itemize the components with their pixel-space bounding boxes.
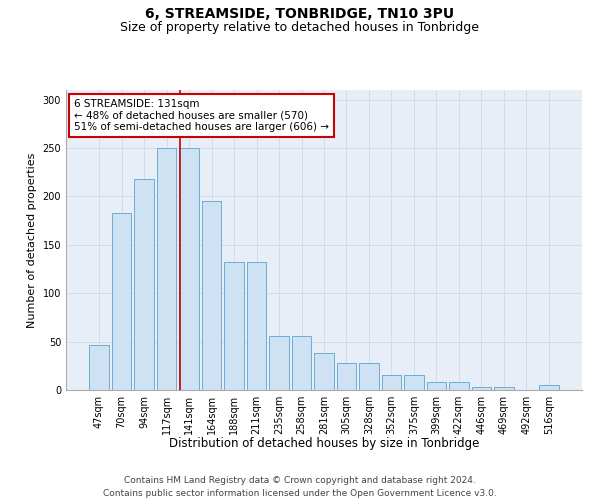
Bar bbox=[134, 179, 154, 390]
Bar bbox=[112, 213, 131, 390]
Bar bbox=[472, 387, 491, 390]
Text: Size of property relative to detached houses in Tonbridge: Size of property relative to detached ho… bbox=[121, 21, 479, 34]
Bar bbox=[314, 353, 334, 390]
Bar bbox=[337, 363, 356, 390]
Bar bbox=[247, 262, 266, 390]
Bar bbox=[449, 382, 469, 390]
Text: Distribution of detached houses by size in Tonbridge: Distribution of detached houses by size … bbox=[169, 438, 479, 450]
Bar bbox=[269, 336, 289, 390]
Bar bbox=[427, 382, 446, 390]
Bar bbox=[292, 336, 311, 390]
Bar bbox=[89, 344, 109, 390]
Bar bbox=[539, 385, 559, 390]
Bar bbox=[179, 148, 199, 390]
Bar bbox=[202, 202, 221, 390]
Y-axis label: Number of detached properties: Number of detached properties bbox=[27, 152, 37, 328]
Text: 6, STREAMSIDE, TONBRIDGE, TN10 3PU: 6, STREAMSIDE, TONBRIDGE, TN10 3PU bbox=[145, 8, 455, 22]
Bar bbox=[494, 387, 514, 390]
Bar bbox=[224, 262, 244, 390]
Bar bbox=[157, 148, 176, 390]
Text: 6 STREAMSIDE: 131sqm
← 48% of detached houses are smaller (570)
51% of semi-deta: 6 STREAMSIDE: 131sqm ← 48% of detached h… bbox=[74, 99, 329, 132]
Bar bbox=[359, 363, 379, 390]
Text: Contains HM Land Registry data © Crown copyright and database right 2024.
Contai: Contains HM Land Registry data © Crown c… bbox=[103, 476, 497, 498]
Bar bbox=[382, 376, 401, 390]
Bar bbox=[404, 376, 424, 390]
